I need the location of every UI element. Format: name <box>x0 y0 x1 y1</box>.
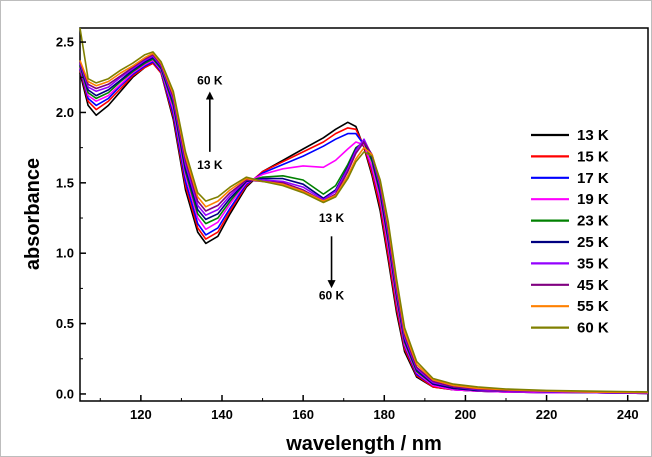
y-tick-label: 0.5 <box>56 316 74 331</box>
x-axis-title: wavelength / nm <box>285 433 442 455</box>
x-tick-label: 140 <box>211 407 233 422</box>
y-axis-title: absorbance <box>22 158 44 270</box>
legend: 13 K 15 K 17 K 19 K 23 K 25 K 35 K 45 K 55 K 60 K <box>531 127 609 337</box>
y-tick-label: 1.0 <box>56 246 74 261</box>
legend-label-2: 17 K <box>577 170 609 187</box>
annotation-label-1: 13 K <box>197 158 223 172</box>
legend-label-0: 13 K <box>577 127 609 144</box>
x-tick-label: 200 <box>455 407 477 422</box>
y-tick-label: 0.0 <box>56 386 74 401</box>
series-line-3 <box>79 59 649 395</box>
series-line-9 <box>79 27 649 393</box>
legend-label-7: 45 K <box>577 277 609 294</box>
legend-label-1: 15 K <box>577 148 609 165</box>
legend-label-9: 60 K <box>577 320 609 337</box>
annotation-label-0: 60 K <box>197 73 223 87</box>
annotation-label-3: 60 K <box>319 289 345 303</box>
legend-label-6: 35 K <box>577 255 609 272</box>
x-tick-label: 120 <box>130 407 152 422</box>
series-line-5 <box>79 56 649 395</box>
x-tick-label: 220 <box>536 407 558 422</box>
plot-area <box>79 27 649 402</box>
y-tick-label: 2.0 <box>56 105 74 120</box>
x-tick-label: 180 <box>373 407 395 422</box>
legend-label-3: 19 K <box>577 191 609 208</box>
legend-label-5: 25 K <box>577 234 609 251</box>
annotation-layer: 60 K 13 K 13 K 60 K <box>197 73 344 302</box>
y-tick-label: 1.5 <box>56 175 74 190</box>
series-line-8 <box>79 52 649 394</box>
legend-label-8: 55 K <box>577 298 609 315</box>
series-line-7 <box>79 53 649 394</box>
annotation-label-2: 13 K <box>319 211 345 225</box>
axis-layer: 120 140 160 180 200 220 240 0.0 0.5 1.0 1.5 2.0 2.5 <box>56 35 639 422</box>
series-line-1 <box>79 62 649 395</box>
legend-label-4: 23 K <box>577 213 609 230</box>
x-tick-label: 240 <box>617 407 639 422</box>
y-tick-label: 2.5 <box>56 35 74 50</box>
series-line-6 <box>79 55 649 395</box>
x-tick-label: 160 <box>292 407 314 422</box>
series-layer <box>79 27 649 395</box>
